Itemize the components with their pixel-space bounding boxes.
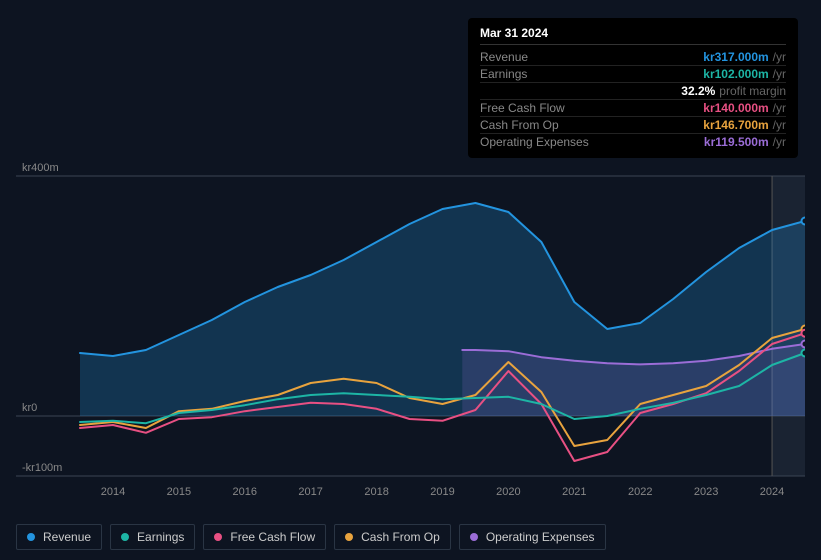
- tooltip-row-label: Earnings: [480, 67, 527, 81]
- tooltip-row-value: kr119.500m/yr: [704, 135, 786, 149]
- tooltip-row-value: kr102.000m/yr: [703, 67, 786, 81]
- x-axis-label: 2024: [760, 486, 784, 498]
- legend-dot-icon: [214, 533, 222, 541]
- legend-item[interactable]: Operating Expenses: [459, 524, 606, 550]
- tooltip-row-value: kr317.000m/yr: [703, 50, 786, 64]
- tooltip-row: Operating Expenses kr119.500m/yr: [480, 134, 786, 150]
- x-axis-label: 2021: [562, 486, 586, 498]
- legend-label: Cash From Op: [361, 530, 440, 544]
- tooltip-row-label: Free Cash Flow: [480, 101, 565, 115]
- y-axis-label: kr400m: [22, 162, 59, 174]
- legend-dot-icon: [121, 533, 129, 541]
- y-axis-label: -kr100m: [22, 462, 62, 474]
- tooltip-row: Earnings kr102.000m/yr: [480, 66, 786, 83]
- legend-label: Free Cash Flow: [230, 530, 315, 544]
- legend-label: Revenue: [43, 530, 91, 544]
- legend-dot-icon: [470, 533, 478, 541]
- x-axis-label: 2018: [364, 486, 388, 498]
- tooltip-row-label: Cash From Op: [480, 118, 559, 132]
- legend-item[interactable]: Cash From Op: [334, 524, 451, 550]
- tooltip-row-value: kr140.000m/yr: [703, 101, 786, 115]
- tooltip-date: Mar 31 2024: [480, 26, 786, 45]
- x-axis-label: 2017: [298, 486, 322, 498]
- legend-item[interactable]: Earnings: [110, 524, 195, 550]
- legend-dot-icon: [27, 533, 35, 541]
- x-axis-label: 2014: [101, 486, 125, 498]
- y-axis-label: kr0: [22, 402, 37, 414]
- chart-legend: Revenue Earnings Free Cash Flow Cash From O…: [16, 524, 606, 550]
- legend-label: Operating Expenses: [486, 530, 595, 544]
- tooltip-row: 32.2%profit margin: [480, 83, 786, 100]
- legend-item[interactable]: Revenue: [16, 524, 102, 550]
- x-axis-label: 2019: [430, 486, 454, 498]
- legend-dot-icon: [345, 533, 353, 541]
- tooltip-row: Revenue kr317.000m/yr: [480, 49, 786, 66]
- tooltip-row: Cash From Op kr146.700m/yr: [480, 117, 786, 134]
- x-axis-label: 2016: [233, 486, 257, 498]
- hover-tooltip: Mar 31 2024 Revenue kr317.000m/yr Earnings…: [468, 18, 798, 158]
- x-axis-label: 2020: [496, 486, 520, 498]
- tooltip-row-value: kr146.700m/yr: [703, 118, 786, 132]
- tooltip-row-label: Operating Expenses: [480, 135, 589, 149]
- tooltip-row: Free Cash Flow kr140.000m/yr: [480, 100, 786, 117]
- x-axis-label: 2022: [628, 486, 652, 498]
- tooltip-row-label: Revenue: [480, 50, 528, 64]
- legend-label: Earnings: [137, 530, 184, 544]
- tooltip-row-value: 32.2%profit margin: [681, 84, 786, 98]
- x-axis-label: 2023: [694, 486, 718, 498]
- x-axis-label: 2015: [167, 486, 191, 498]
- legend-item[interactable]: Free Cash Flow: [203, 524, 326, 550]
